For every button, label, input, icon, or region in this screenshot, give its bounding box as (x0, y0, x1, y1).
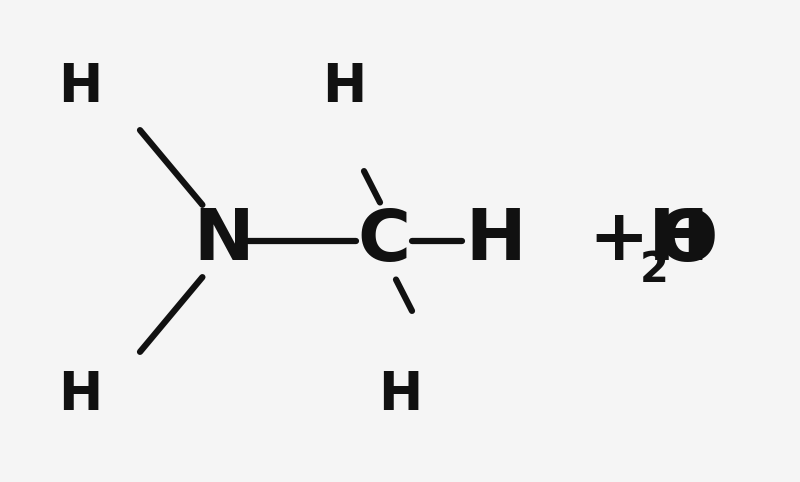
Text: H: H (378, 369, 422, 421)
Text: H: H (322, 61, 366, 113)
Text: C: C (358, 206, 410, 276)
Text: H: H (58, 61, 102, 113)
Text: H: H (58, 369, 102, 421)
Text: O: O (656, 206, 718, 276)
Text: N: N (194, 206, 254, 276)
Text: 2: 2 (640, 249, 669, 291)
Text: H: H (466, 206, 526, 276)
Text: +H: +H (588, 206, 709, 276)
